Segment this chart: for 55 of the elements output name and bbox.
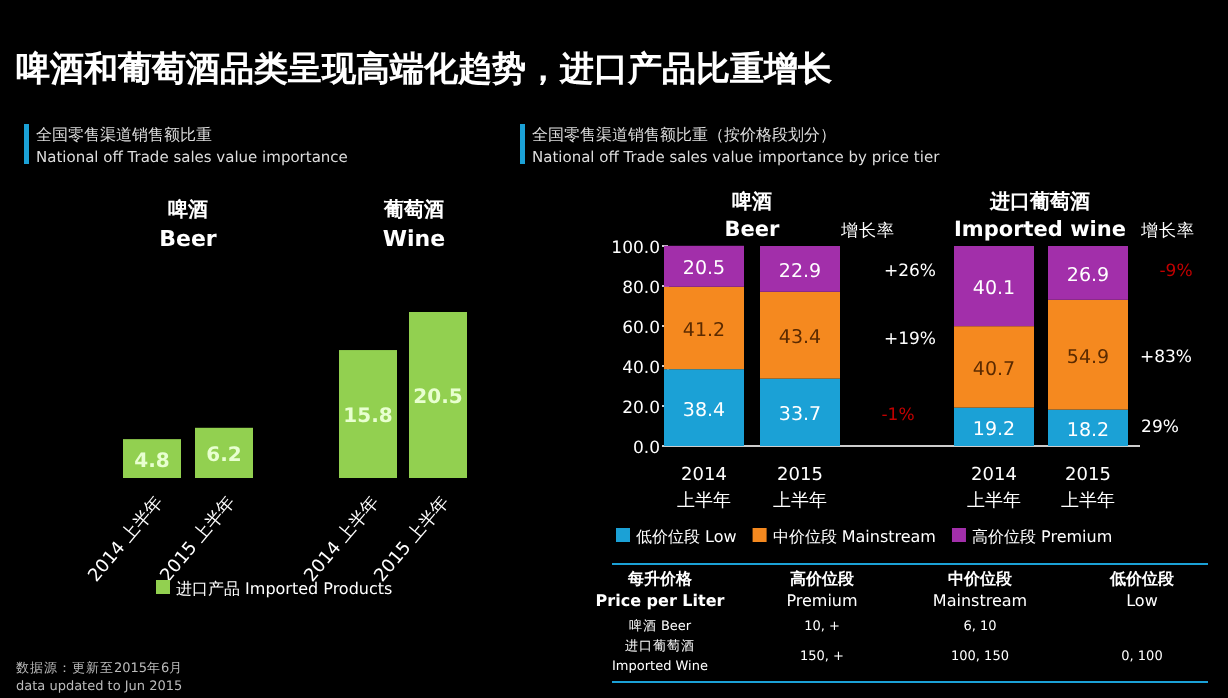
x-tick-label: 2015 上半年 (1061, 466, 1115, 512)
data-label: 18.2 (1066, 419, 1110, 442)
text: 高价位段 (790, 568, 856, 588)
data-label: 15.8 (343, 406, 393, 429)
text: Imported wine (954, 218, 1126, 242)
data-label: 20.5 (413, 387, 463, 409)
y-tick-label: 0.0 (632, 439, 660, 459)
y-tick-label: 80.0 (622, 279, 660, 299)
annotation: +19% (883, 330, 937, 350)
data-label: 20.5 (682, 258, 726, 281)
legend-label: 进口产品 Imported Products (176, 580, 393, 598)
text: Wine (382, 226, 446, 252)
chart-title: 啤酒和葡萄酒品类呈现高端化趋势，进口产品比重增长 (16, 50, 834, 90)
annotation: +83% (1139, 348, 1193, 368)
data-label: 40.7 (972, 358, 1016, 381)
legend-label: 高价位段 Premium (971, 528, 1113, 546)
legend-label: 中价位段 Mainstream (772, 528, 937, 546)
data-label: 40.1 (972, 278, 1016, 301)
y-tick-label: 40.0 (622, 359, 660, 379)
text: Beer (159, 226, 218, 252)
data-label: 26.9 (1066, 264, 1110, 287)
text: 啤酒 (732, 190, 772, 214)
text: 葡萄酒 (382, 198, 444, 222)
text: Mainstream (932, 592, 1028, 610)
text: 增长率 (839, 220, 895, 242)
text: 啤酒 (168, 198, 208, 222)
text: 增长率 (1139, 220, 1195, 242)
data-label: 19.2 (972, 418, 1016, 441)
annotation: -1% (881, 406, 915, 426)
y-tick-label: 100.0 (611, 239, 660, 259)
data-label: 33.7 (778, 404, 822, 427)
text: -9% (1159, 262, 1193, 282)
text: 进口葡萄酒 (988, 190, 1090, 214)
y-tick-label: 60.0 (622, 319, 660, 339)
data-label: 22.9 (778, 260, 822, 283)
x-tick-label: 2014 上半年 (677, 466, 731, 512)
text: 29% (1141, 418, 1179, 438)
x-tick-label: 2014 上半年 (967, 466, 1021, 512)
text: Low (1126, 592, 1159, 610)
legend-label: 低价位段 Low (636, 528, 738, 546)
x-tick-label: 2015 上半年 (773, 466, 827, 512)
data-label: 6.2 (206, 444, 242, 467)
y-tick-label: 20.0 (622, 399, 660, 419)
data-label: 38.4 (682, 399, 726, 422)
data-label: 43.4 (778, 327, 822, 350)
text: Price per Liter (595, 592, 725, 610)
text: 每升价格 (626, 570, 694, 588)
text: 中价位段 (948, 570, 1014, 588)
text: Premium (786, 592, 858, 610)
data-label: 54.9 (1066, 346, 1110, 369)
text: 低价位段 (1108, 570, 1176, 588)
data-label: 4.8 (134, 450, 170, 473)
text: Beer (724, 218, 782, 242)
data-label: 41.2 (682, 320, 726, 342)
annotation: +26% (883, 262, 937, 282)
